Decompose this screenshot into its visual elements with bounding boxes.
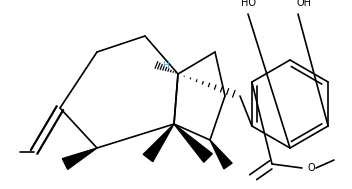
Text: H: H	[162, 61, 169, 70]
Text: OH: OH	[296, 0, 312, 8]
Polygon shape	[143, 124, 174, 162]
Text: O: O	[308, 163, 316, 173]
Polygon shape	[174, 124, 212, 162]
Polygon shape	[62, 148, 97, 169]
Polygon shape	[210, 140, 232, 169]
Text: HO: HO	[240, 0, 256, 8]
